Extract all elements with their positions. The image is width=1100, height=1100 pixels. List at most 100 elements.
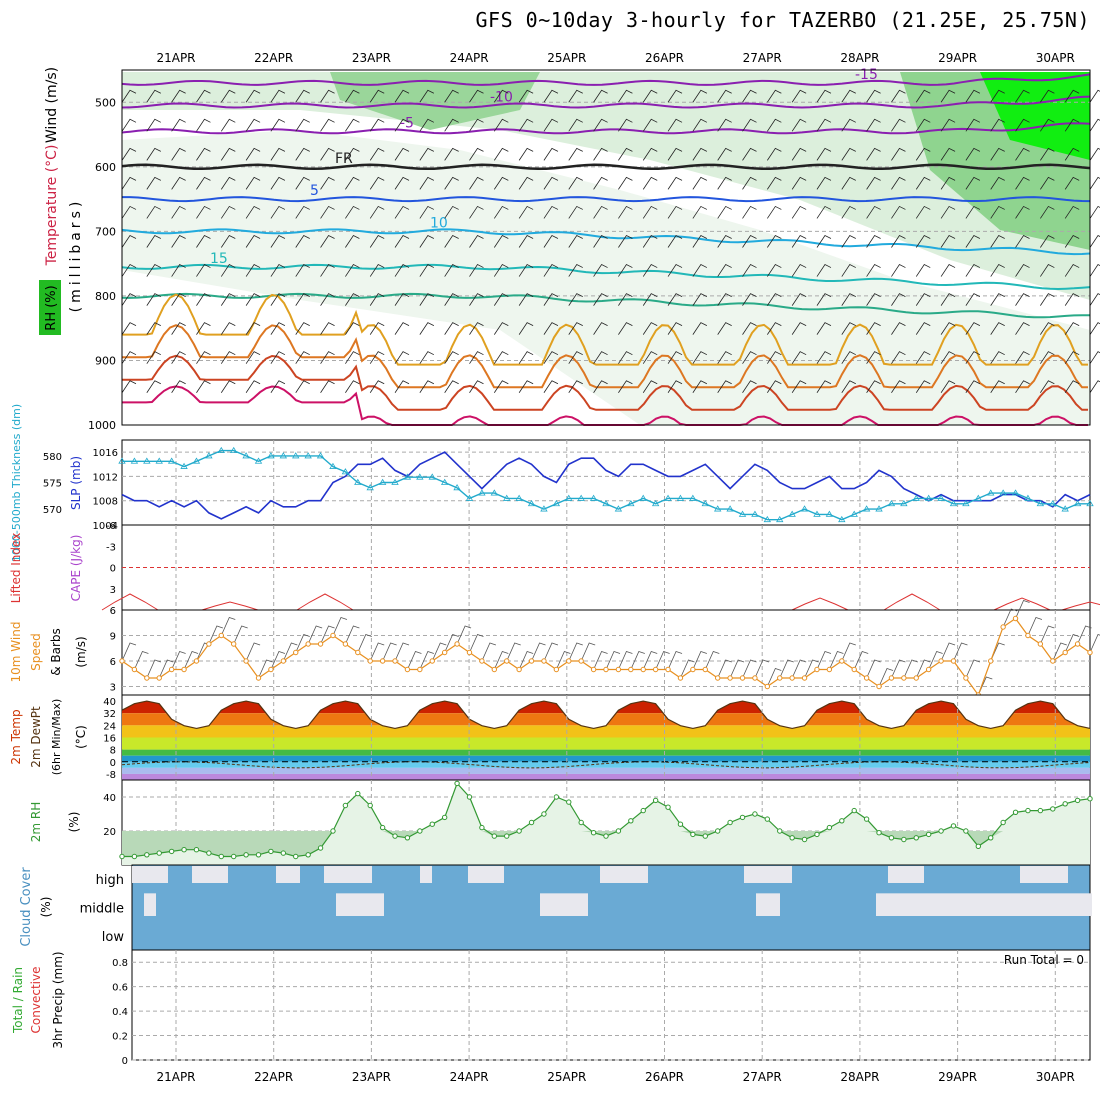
wind-speed-point bbox=[528, 658, 535, 664]
wind-barb bbox=[1064, 322, 1080, 335]
ylabel-wind10m-speed: Speed bbox=[29, 633, 43, 671]
wind-barb bbox=[469, 322, 484, 335]
wind-barb bbox=[692, 147, 708, 161]
top-date-label: 29APR bbox=[938, 51, 977, 65]
wind-barb bbox=[791, 293, 807, 306]
wind-barb bbox=[369, 205, 385, 219]
wind-barb bbox=[1064, 234, 1080, 248]
wind-barb bbox=[742, 264, 757, 277]
bottom-date-label: 26APR bbox=[645, 1070, 684, 1084]
cloud-mid-gap bbox=[336, 893, 348, 916]
wind-barb bbox=[767, 205, 782, 219]
wind-barb bbox=[245, 642, 261, 662]
cloud-mid-gap bbox=[876, 893, 888, 916]
wind-barb bbox=[1040, 205, 1055, 219]
wind-barb bbox=[282, 642, 298, 662]
wind-barb bbox=[891, 89, 906, 103]
wind-barb bbox=[891, 234, 906, 248]
wind-barb bbox=[233, 625, 248, 645]
wind-barb bbox=[469, 89, 484, 103]
wind-speed-point bbox=[714, 675, 721, 681]
wind-barb bbox=[940, 176, 956, 190]
wind-speed-point bbox=[218, 632, 224, 639]
temp-band bbox=[122, 767, 1090, 774]
wind-barb bbox=[419, 118, 435, 132]
wind-barb bbox=[357, 634, 372, 653]
wind-barb bbox=[767, 322, 782, 335]
cloud-high-gap bbox=[324, 866, 336, 883]
wind-barb bbox=[121, 205, 137, 219]
wind-barb bbox=[618, 147, 633, 161]
wind-barb bbox=[593, 293, 608, 306]
cloud-high-gap bbox=[204, 866, 216, 883]
wind-barb bbox=[196, 234, 211, 248]
wind-barb bbox=[444, 264, 459, 277]
cloud-mid-gap bbox=[936, 893, 948, 916]
wind-barb bbox=[593, 380, 608, 393]
wind-barb bbox=[1015, 293, 1030, 306]
wind-barb bbox=[965, 234, 981, 248]
wind-barb bbox=[369, 89, 385, 103]
rh-point bbox=[876, 830, 882, 836]
temp-tick: 24 bbox=[103, 721, 116, 732]
cloud-mid-gap bbox=[996, 893, 1008, 916]
wind-barb bbox=[1015, 147, 1030, 161]
rh-point bbox=[168, 848, 175, 855]
cloud-mid-gap bbox=[1020, 893, 1032, 916]
wind-barb bbox=[295, 147, 310, 161]
wind-barb bbox=[493, 264, 509, 277]
wind-barb bbox=[767, 118, 782, 132]
warm-isotherm bbox=[122, 354, 1088, 411]
wind-barb bbox=[667, 322, 683, 335]
wind-barb bbox=[667, 205, 683, 219]
wind-barb bbox=[692, 89, 708, 103]
wind-barb bbox=[940, 322, 956, 335]
wind-barb bbox=[717, 234, 732, 248]
wind-barb bbox=[704, 651, 720, 670]
rh-point bbox=[603, 833, 609, 839]
wind-speed-point bbox=[888, 675, 895, 681]
cloud-high-gap bbox=[216, 866, 228, 883]
wind-barb bbox=[295, 89, 310, 103]
wind-barb bbox=[146, 380, 161, 393]
top-date-label: 25APR bbox=[547, 51, 586, 65]
wind-barb bbox=[394, 264, 410, 277]
cloud-high-gap bbox=[156, 866, 168, 883]
wind-barb bbox=[493, 176, 509, 190]
wind-barb bbox=[866, 380, 881, 393]
wind-barb bbox=[915, 118, 931, 132]
wind-barb bbox=[915, 659, 931, 679]
wind-barb bbox=[1015, 264, 1030, 277]
wind-speed-point bbox=[553, 666, 560, 673]
wind-barb bbox=[791, 264, 807, 277]
wind-barb bbox=[543, 322, 559, 335]
wind-barb bbox=[320, 118, 335, 132]
thickness-point bbox=[205, 452, 213, 459]
rh-point bbox=[566, 799, 572, 805]
wind-barb bbox=[915, 351, 931, 364]
thickness-point bbox=[738, 510, 747, 517]
wind-barb bbox=[940, 89, 956, 103]
wind-barb bbox=[394, 176, 410, 190]
rh-point bbox=[230, 853, 237, 860]
wind-barb bbox=[841, 205, 856, 219]
thickness-point bbox=[478, 489, 486, 496]
wind-barb bbox=[593, 176, 608, 190]
rh-point bbox=[1050, 806, 1056, 812]
wind-barb bbox=[419, 176, 435, 190]
wind-barb bbox=[742, 351, 757, 364]
wind-barb bbox=[692, 234, 708, 248]
bottom-date-label: 24APR bbox=[450, 1070, 489, 1084]
thickness-point bbox=[118, 457, 126, 464]
wind-barb bbox=[717, 89, 732, 103]
wind-speed-point bbox=[652, 666, 659, 673]
cloud-mid-gap bbox=[960, 893, 972, 916]
wind-barb bbox=[667, 234, 683, 248]
rh-point bbox=[305, 852, 311, 858]
wind-barb bbox=[841, 642, 856, 662]
wind-barb bbox=[891, 205, 906, 219]
wind-barb bbox=[642, 651, 658, 670]
lifted-tick: 6 bbox=[110, 606, 116, 617]
wind-barb bbox=[742, 234, 757, 248]
wind-barb bbox=[518, 293, 534, 306]
